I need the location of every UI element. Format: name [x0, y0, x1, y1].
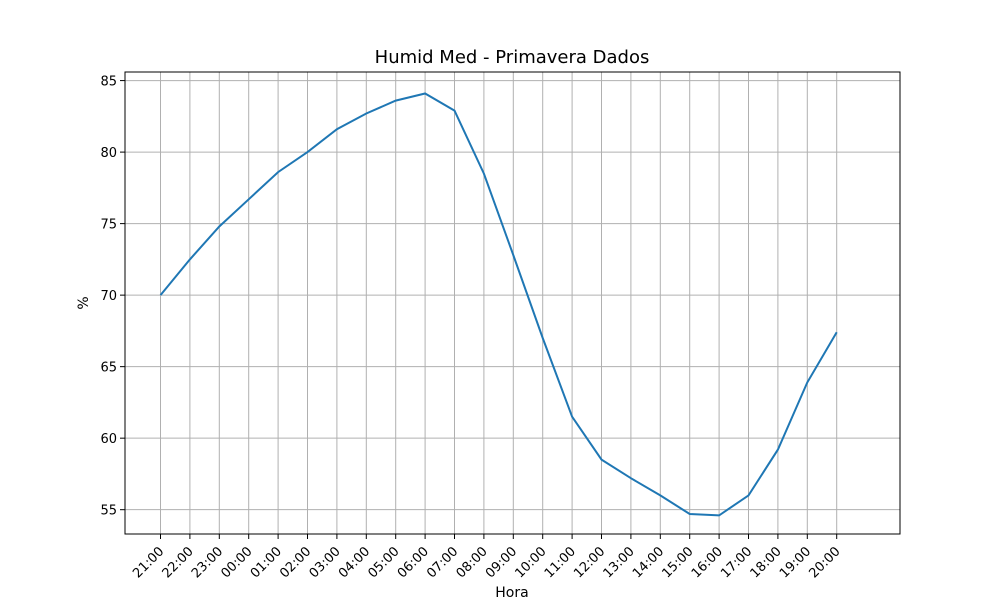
x-tick-label: 10:00	[512, 544, 549, 581]
y-tick-label: 65	[100, 361, 117, 376]
x-tick-label: 06:00	[395, 544, 432, 581]
plot-area	[159, 92, 838, 517]
x-tick-label: 23:00	[189, 544, 226, 581]
x-axis-label: Hora	[495, 585, 528, 600]
x-tick-label: 21:00	[130, 544, 167, 581]
y-axis-label: %	[76, 296, 92, 309]
x-tick-label: 02:00	[277, 544, 314, 581]
x-tick-label: 08:00	[454, 544, 491, 581]
y-tick-label: 75	[100, 218, 117, 233]
x-tick-label: 18:00	[748, 544, 785, 581]
x-tick-label: 07:00	[424, 544, 461, 581]
series-line	[159, 92, 838, 517]
x-axis-ticks: 21:0022:0023:0000:0001:0002:0003:0004:00…	[130, 534, 844, 581]
x-tick-label: 22:00	[160, 544, 197, 581]
x-tick-label: 00:00	[218, 544, 255, 581]
x-tick-label: 14:00	[630, 544, 667, 581]
y-tick-label: 80	[100, 146, 117, 161]
plot-frame	[124, 71, 901, 535]
y-axis-ticks: 55 60 65 70 75 80 85	[100, 75, 125, 519]
x-tick-label: 04:00	[336, 544, 373, 581]
x-tick-label: 05:00	[365, 544, 402, 581]
x-tick-label: 19:00	[777, 544, 814, 581]
y-tick-label: 85	[100, 75, 117, 90]
x-tick-label: 12:00	[571, 544, 608, 581]
y-tick-label: 55	[100, 504, 117, 519]
chart-title: Humid Med - Primavera Dados	[375, 47, 650, 68]
x-tick-label: 09:00	[483, 544, 520, 581]
x-tick-label: 15:00	[659, 544, 696, 581]
x-tick-label: 03:00	[307, 544, 344, 581]
x-tick-label: 11:00	[542, 544, 579, 581]
x-tick-label: 01:00	[248, 544, 285, 581]
x-tick-label: 16:00	[689, 544, 726, 581]
y-tick-label: 60	[100, 432, 117, 447]
x-tick-label: 17:00	[718, 544, 755, 581]
x-tick-label: 20:00	[806, 544, 843, 581]
y-tick-label: 70	[100, 289, 117, 304]
grid-lines	[125, 72, 900, 534]
x-tick-label: 13:00	[601, 544, 638, 581]
